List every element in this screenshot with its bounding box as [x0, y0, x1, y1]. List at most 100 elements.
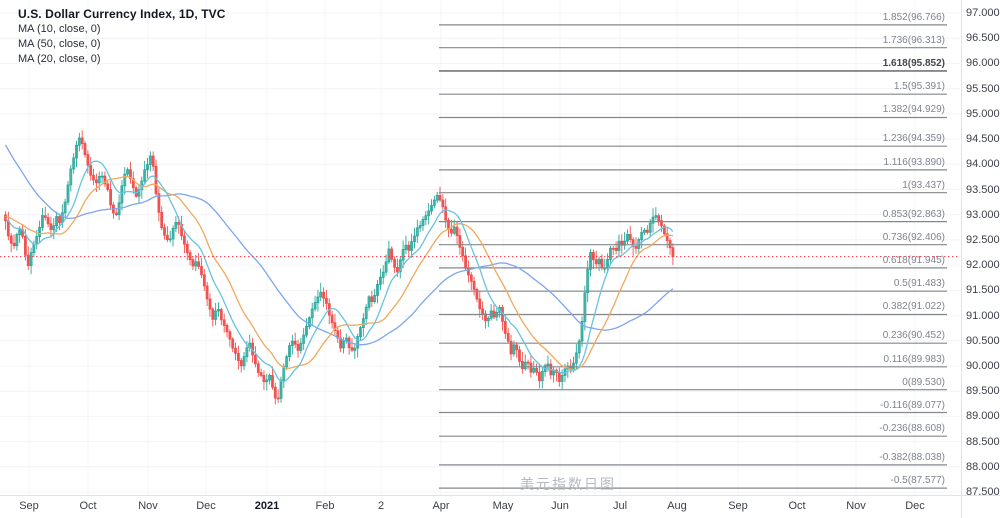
- candle: [603, 258, 607, 273]
- candle: [112, 202, 115, 219]
- candle: [589, 248, 592, 277]
- chart-canvas[interactable]: [0, 0, 962, 495]
- candle: [271, 366, 274, 390]
- candle: [234, 342, 237, 361]
- candle: [373, 288, 377, 304]
- price-tick-label: 94.000: [966, 158, 1000, 170]
- time-tick-label: May: [492, 500, 514, 512]
- price-tick-label: 96.000: [966, 57, 1000, 69]
- candle: [449, 219, 453, 237]
- candle: [197, 253, 201, 270]
- candle: [120, 180, 124, 211]
- time-tick-label: Oct: [79, 500, 97, 512]
- candle: [660, 214, 663, 233]
- time-tick-label: 2021: [254, 500, 280, 512]
- candle: [407, 241, 411, 257]
- price-tick-label: 95.500: [966, 83, 1000, 95]
- time-tick-label: Feb: [315, 500, 335, 512]
- price-axis[interactable]: 97.000 96.500 96.000 95.500 95.000 94.500 94.0…: [962, 0, 1000, 498]
- candle: [438, 186, 442, 202]
- candle: [535, 363, 538, 376]
- candle: [12, 234, 16, 249]
- candle: [492, 304, 496, 319]
- candle: [466, 260, 470, 283]
- candle: [521, 352, 524, 374]
- candle: [80, 130, 84, 150]
- candle: [452, 219, 456, 236]
- candle: [253, 346, 257, 368]
- candle: [265, 373, 269, 391]
- time-axis[interactable]: Sep Oct Nov Dec 2021 Feb 2 Apr May Jun Jul Aug Sep Oc…: [0, 495, 1000, 518]
- candle: [577, 338, 581, 359]
- ma-legend-item-50[interactable]: MA (50, close, 0): [18, 38, 101, 50]
- price-tick-label: 88.000: [966, 461, 1000, 473]
- symbol-title[interactable]: U.S. Dollar Currency Index, 1D, TVC: [18, 7, 226, 21]
- candle: [89, 157, 93, 181]
- candle: [597, 256, 601, 272]
- candle: [611, 245, 615, 256]
- ma-legend-item-10[interactable]: MA (10, close, 0): [18, 23, 101, 35]
- price-tick-label: 93.500: [966, 184, 1000, 196]
- candle: [506, 327, 510, 343]
- candle: [43, 206, 47, 221]
- candle: [225, 323, 229, 338]
- candle: [444, 198, 448, 229]
- candle: [614, 241, 618, 255]
- candle: [316, 289, 320, 312]
- chart-legend: U.S. Dollar Currency Index, 1D, TVC MA (…: [18, 7, 226, 66]
- candle: [248, 334, 252, 352]
- candle: [435, 192, 439, 204]
- candle: [157, 187, 161, 222]
- fib-retracement[interactable]: [439, 24, 947, 489]
- candle: [356, 333, 360, 358]
- candle: [231, 337, 235, 353]
- candle: [398, 256, 402, 279]
- candle: [384, 254, 388, 276]
- candle: [637, 237, 641, 254]
- candle: [330, 310, 334, 329]
- time-tick-label: Sep: [728, 500, 748, 512]
- candle: [9, 233, 13, 253]
- candle: [376, 280, 379, 304]
- price-tick-label: 89.000: [966, 410, 1000, 422]
- candle: [424, 210, 428, 225]
- candle: [623, 232, 626, 250]
- candle: [324, 289, 328, 311]
- candle: [307, 316, 311, 330]
- candle: [273, 382, 277, 405]
- ma-legend-item-20[interactable]: MA (20, close, 0): [18, 53, 101, 65]
- candle: [38, 220, 41, 244]
- candle: [92, 168, 95, 185]
- candle: [421, 216, 425, 231]
- candle: [148, 151, 152, 172]
- candle: [151, 151, 155, 172]
- candle: [393, 256, 397, 274]
- time-tick-label: Jun: [551, 500, 569, 512]
- candle: [288, 342, 291, 362]
- candle: [86, 150, 90, 174]
- candle: [617, 234, 621, 257]
- candle: [370, 290, 374, 308]
- candle: [523, 354, 527, 371]
- candle: [475, 287, 479, 303]
- candle: [526, 359, 530, 370]
- candle: [543, 363, 547, 377]
- candle: [566, 362, 570, 379]
- time-tick-label: Aug: [667, 500, 687, 512]
- axis-separator-vertical: [961, 0, 962, 518]
- candle: [4, 211, 7, 230]
- candle: [15, 232, 19, 251]
- candle: [484, 310, 487, 329]
- candle: [645, 225, 649, 235]
- price-tick-label: 92.500: [966, 234, 1000, 246]
- candle: [609, 246, 612, 264]
- ma-line-20: [5, 176, 673, 371]
- candle: [41, 208, 44, 231]
- candle: [208, 293, 212, 317]
- time-tick-label: Dec: [905, 500, 925, 512]
- candle: [401, 240, 405, 269]
- candle: [77, 132, 81, 152]
- candle: [486, 316, 490, 328]
- candle: [100, 171, 104, 184]
- candle: [126, 167, 129, 177]
